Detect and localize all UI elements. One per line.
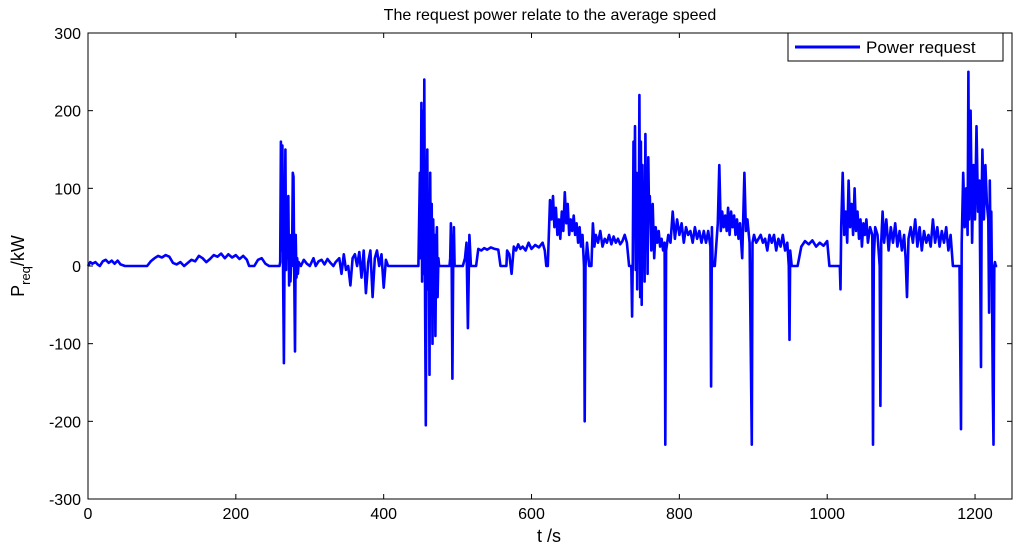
series-line-power-request [86, 70, 998, 446]
x-axis-label: t /s [537, 526, 561, 546]
plot-frame [87, 32, 1013, 500]
y-tick-label: -200 [49, 414, 81, 431]
x-tick-label: 200 [222, 506, 249, 523]
svg-text:Preq/kW: Preq/kW [8, 235, 33, 297]
y-axis-label: Preq/kW [8, 235, 33, 297]
x-tick-label: 800 [666, 506, 693, 523]
x-tick-label: 0 [84, 506, 93, 523]
y-tick-label: 0 [72, 259, 81, 276]
tick-layer: 0 200 400 600 800 1000 1200 -300 -200 -100 0 100 200… [49, 26, 1012, 523]
plot-area [88, 33, 1012, 499]
legend-label-power-request: Power request [866, 38, 976, 57]
y-tick-label: -300 [49, 492, 81, 509]
y-tick-label: 300 [54, 26, 81, 43]
series-layer [86, 70, 998, 446]
y-axis-label-main: P [8, 285, 28, 297]
x-tick-label: 1000 [809, 506, 845, 523]
y-tick-label: -100 [49, 337, 81, 354]
chart-title: The request power relate to the average … [384, 7, 717, 24]
y-tick-label: 100 [54, 181, 81, 198]
x-tick-label: 600 [518, 506, 545, 523]
y-tick-label: 200 [54, 104, 81, 121]
y-axis-label-unit: /kW [8, 235, 28, 266]
legend: Power request [787, 32, 1004, 62]
y-axis-label-sub: req [18, 266, 33, 285]
x-tick-label: 400 [370, 506, 397, 523]
x-tick-label: 1200 [957, 506, 993, 523]
